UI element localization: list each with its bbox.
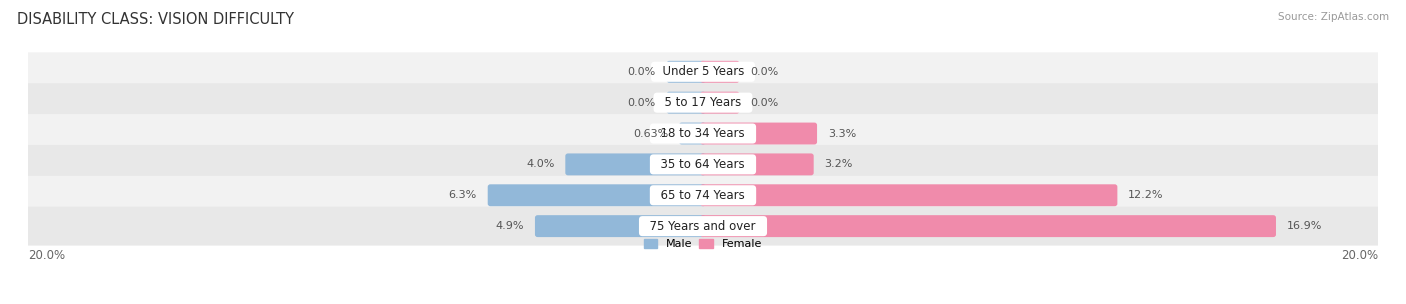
FancyBboxPatch shape	[700, 123, 817, 144]
Text: 3.2%: 3.2%	[824, 159, 853, 169]
FancyBboxPatch shape	[22, 145, 1384, 184]
Text: 18 to 34 Years: 18 to 34 Years	[654, 127, 752, 140]
Text: 35 to 64 Years: 35 to 64 Years	[654, 158, 752, 171]
FancyBboxPatch shape	[488, 184, 706, 206]
Text: Source: ZipAtlas.com: Source: ZipAtlas.com	[1278, 12, 1389, 22]
FancyBboxPatch shape	[22, 83, 1384, 122]
FancyBboxPatch shape	[565, 154, 706, 175]
FancyBboxPatch shape	[700, 215, 1277, 237]
Text: 3.3%: 3.3%	[828, 129, 856, 139]
Text: 4.9%: 4.9%	[496, 221, 524, 231]
FancyBboxPatch shape	[700, 61, 740, 83]
Text: 0.0%: 0.0%	[627, 67, 655, 77]
Text: 5 to 17 Years: 5 to 17 Years	[657, 96, 749, 109]
FancyBboxPatch shape	[22, 207, 1384, 246]
Text: 0.0%: 0.0%	[627, 98, 655, 108]
Text: 0.0%: 0.0%	[751, 98, 779, 108]
FancyBboxPatch shape	[700, 184, 1118, 206]
FancyBboxPatch shape	[666, 61, 706, 83]
FancyBboxPatch shape	[534, 215, 706, 237]
Text: 4.0%: 4.0%	[526, 159, 554, 169]
Text: DISABILITY CLASS: VISION DIFFICULTY: DISABILITY CLASS: VISION DIFFICULTY	[17, 12, 294, 27]
Text: 12.2%: 12.2%	[1128, 190, 1164, 200]
Text: 20.0%: 20.0%	[28, 249, 65, 262]
Text: 6.3%: 6.3%	[449, 190, 477, 200]
Legend: Male, Female: Male, Female	[640, 234, 766, 254]
Text: 65 to 74 Years: 65 to 74 Years	[654, 189, 752, 202]
Text: 75 Years and over: 75 Years and over	[643, 219, 763, 233]
FancyBboxPatch shape	[666, 92, 706, 114]
Text: Under 5 Years: Under 5 Years	[655, 65, 751, 78]
FancyBboxPatch shape	[22, 52, 1384, 91]
FancyBboxPatch shape	[22, 176, 1384, 215]
Text: 16.9%: 16.9%	[1286, 221, 1322, 231]
FancyBboxPatch shape	[22, 114, 1384, 153]
FancyBboxPatch shape	[700, 154, 814, 175]
FancyBboxPatch shape	[679, 123, 706, 144]
Text: 20.0%: 20.0%	[1341, 249, 1378, 262]
Text: 0.63%: 0.63%	[633, 129, 668, 139]
FancyBboxPatch shape	[700, 92, 740, 114]
Text: 0.0%: 0.0%	[751, 67, 779, 77]
